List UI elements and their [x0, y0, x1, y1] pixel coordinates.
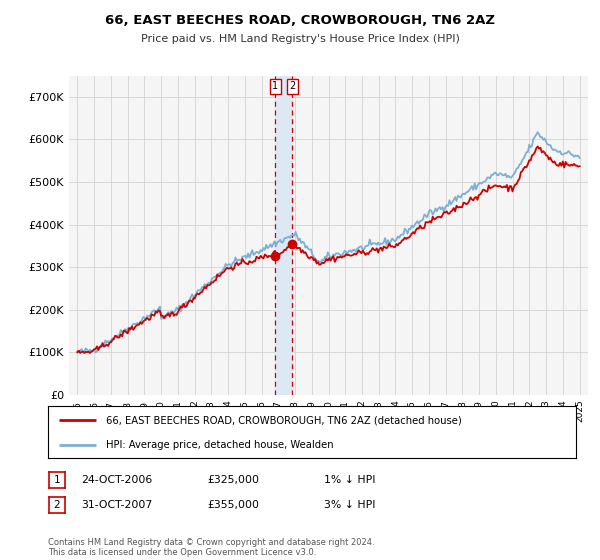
Text: £355,000: £355,000: [207, 500, 259, 510]
Text: 66, EAST BEECHES ROAD, CROWBOROUGH, TN6 2AZ: 66, EAST BEECHES ROAD, CROWBOROUGH, TN6 …: [105, 14, 495, 27]
Bar: [275, 76, 292, 395]
Text: 1% ↓ HPI: 1% ↓ HPI: [324, 475, 376, 485]
Text: 1: 1: [53, 475, 61, 485]
Text: £325,000: £325,000: [207, 475, 259, 485]
Text: Contains HM Land Registry data © Crown copyright and database right 2024.
This d: Contains HM Land Registry data © Crown c…: [48, 538, 374, 557]
Text: 2: 2: [53, 500, 61, 510]
Text: 1: 1: [272, 81, 278, 91]
Text: HPI: Average price, detached house, Wealden: HPI: Average price, detached house, Weal…: [106, 440, 334, 450]
Text: 31-OCT-2007: 31-OCT-2007: [81, 500, 152, 510]
Text: 3% ↓ HPI: 3% ↓ HPI: [324, 500, 376, 510]
Text: 66, EAST BEECHES ROAD, CROWBOROUGH, TN6 2AZ (detached house): 66, EAST BEECHES ROAD, CROWBOROUGH, TN6 …: [106, 416, 462, 426]
Text: 2: 2: [289, 81, 295, 91]
Text: Price paid vs. HM Land Registry's House Price Index (HPI): Price paid vs. HM Land Registry's House …: [140, 34, 460, 44]
Text: 24-OCT-2006: 24-OCT-2006: [81, 475, 152, 485]
